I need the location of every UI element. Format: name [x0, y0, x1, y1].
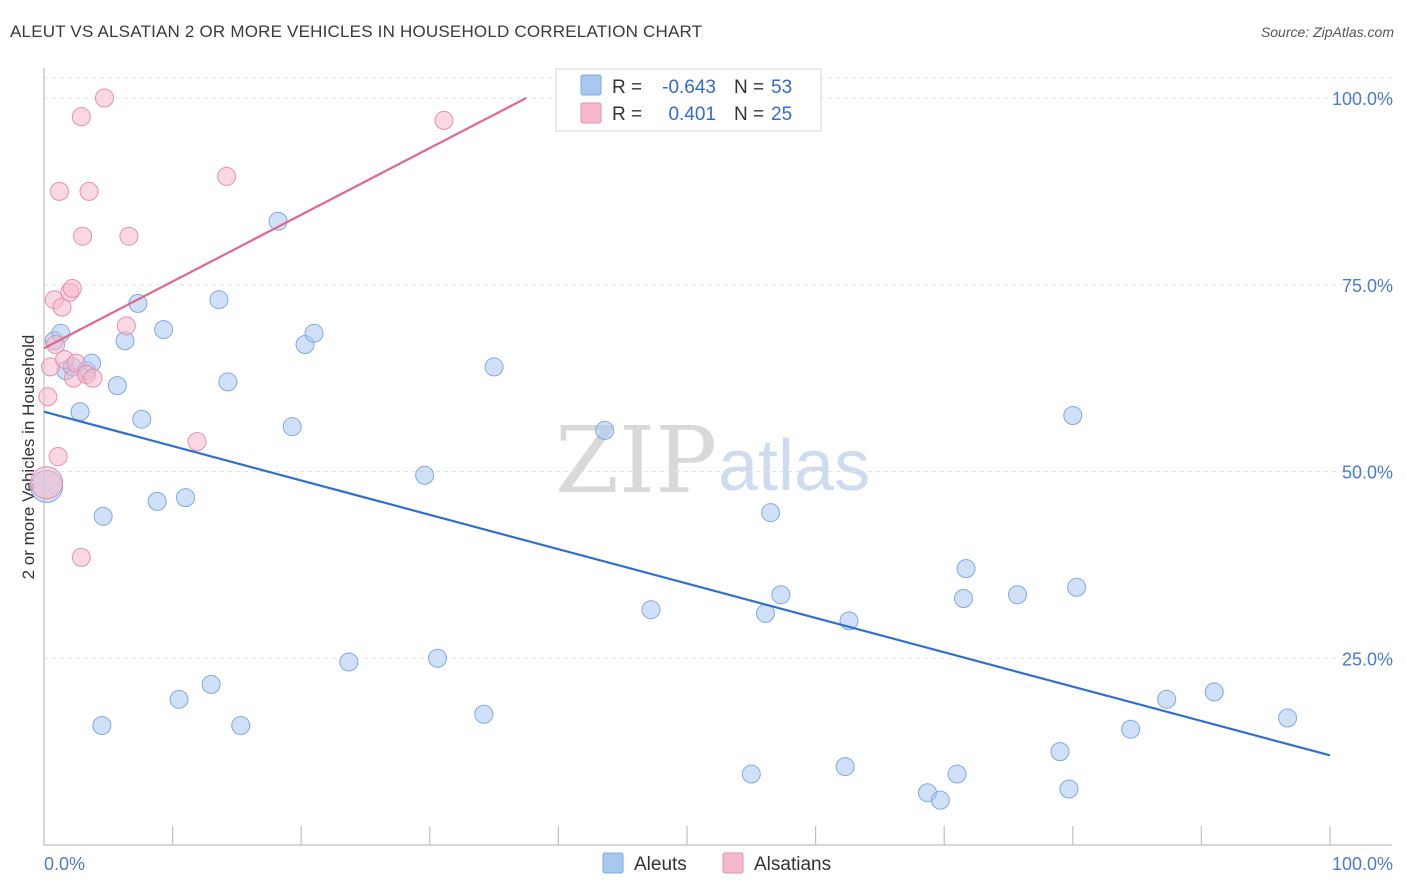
aleuts-point — [415, 465, 435, 485]
aleuts-point — [641, 600, 661, 620]
aleuts-point — [147, 491, 167, 511]
alsatians-point — [79, 181, 99, 201]
alsatians-point — [52, 297, 72, 317]
alsatians-point — [62, 278, 82, 298]
aleuts-point — [107, 376, 127, 396]
x-axis-ticks — [43, 826, 1331, 845]
aleuts-point — [930, 790, 950, 810]
y-tick-label: 25.0% — [1342, 649, 1393, 669]
legend-alsatians-swatch — [722, 852, 744, 874]
aleuts-n-value: 53 — [771, 77, 792, 98]
aleuts-swatch — [580, 74, 602, 96]
alsatians-r-value: 0.401 — [668, 104, 716, 125]
alsatians-point — [434, 110, 454, 130]
source-label: Source: ZipAtlas.com — [1260, 24, 1394, 40]
alsatians-point — [49, 181, 69, 201]
aleuts-point — [741, 764, 761, 784]
aleuts-r-value: -0.643 — [662, 77, 716, 98]
alsatians-point — [71, 547, 91, 567]
aleuts-point — [1278, 708, 1298, 728]
alsatians-r-label: R = — [612, 104, 642, 125]
y-tick-label: 100.0% — [1332, 89, 1393, 109]
alsatians-trend-line — [43, 97, 527, 350]
aleuts-point — [835, 757, 855, 777]
alsatians-point — [38, 387, 58, 407]
chart-title: ALEUT VS ALSATIAN 2 OR MORE VEHICLES IN … — [10, 22, 703, 41]
aleuts-point — [169, 689, 189, 709]
aleuts-point — [92, 715, 112, 735]
aleuts-point — [953, 588, 973, 608]
watermark-zip: ZIP — [555, 407, 717, 514]
aleuts-point — [1157, 689, 1177, 709]
aleuts-point — [339, 652, 359, 672]
aleuts-point — [231, 715, 251, 735]
aleuts-point — [1204, 682, 1224, 702]
alsatians-swatch — [580, 102, 602, 124]
alsatians-point — [119, 226, 139, 246]
legend-aleuts-swatch — [602, 852, 624, 874]
y-tick-label: 75.0% — [1342, 276, 1393, 296]
aleuts-point — [1008, 585, 1028, 605]
aleuts-point — [218, 372, 238, 392]
aleuts-point — [947, 764, 967, 784]
stats-legend: R = -0.643 N = 53 R = 0.401 N = 25 — [555, 68, 822, 132]
aleuts-point — [132, 409, 152, 429]
alsatians-point — [217, 166, 237, 186]
aleuts-trend-line — [43, 410, 1331, 757]
legend-aleuts-label: Aleuts — [634, 854, 687, 875]
aleuts-point — [1050, 742, 1070, 762]
gridlines — [44, 77, 1392, 659]
aleuts-point — [154, 320, 174, 340]
bottom-legend: Aleuts Alsatians — [602, 852, 831, 875]
aleuts-point — [1059, 779, 1079, 799]
aleuts-point — [70, 402, 90, 422]
y-tick-label: 50.0% — [1342, 463, 1393, 483]
y-tick-labels: 25.0% 50.0% 75.0% 100.0% — [1332, 89, 1393, 669]
aleuts-point — [771, 585, 791, 605]
aleuts-point — [484, 357, 504, 377]
aleuts-point — [282, 417, 302, 437]
alsatians-point — [116, 316, 136, 336]
aleuts-point — [93, 506, 113, 526]
y-axis-title: 2 or more Vehicles in Household — [19, 335, 38, 580]
alsatians-point — [48, 447, 68, 467]
aleuts-point — [209, 290, 229, 310]
trend-lines — [43, 97, 1331, 757]
alsatians-point — [83, 368, 103, 388]
aleuts-point — [761, 503, 781, 523]
alsatians-n-value: 25 — [771, 104, 792, 125]
aleuts-n-label: N = — [734, 77, 764, 98]
aleuts-point — [956, 559, 976, 579]
alsatians-n-label: N = — [734, 104, 764, 125]
aleuts-point — [474, 704, 494, 724]
aleuts-point — [1121, 719, 1141, 739]
alsatians-point — [71, 107, 91, 127]
aleuts-point — [595, 420, 615, 440]
alsatians-point — [73, 226, 93, 246]
x-tick-label-min: 0.0% — [44, 854, 85, 874]
legend-alsatians-label: Alsatians — [754, 854, 831, 875]
aleuts-point — [175, 488, 195, 508]
x-tick-label-max: 100.0% — [1332, 854, 1393, 874]
aleuts-point — [304, 323, 324, 343]
watermark-atlas: atlas — [718, 426, 870, 506]
alsatians-point — [94, 88, 114, 108]
watermark: ZIP atlas — [555, 407, 870, 514]
aleuts-point — [1063, 405, 1083, 425]
alsatians-point — [187, 432, 207, 452]
aleuts-r-label: R = — [612, 77, 642, 98]
aleuts-point — [1067, 577, 1087, 597]
aleuts-point — [428, 648, 448, 668]
data-points — [30, 88, 1298, 810]
alsatians-point — [30, 466, 64, 500]
aleuts-point — [201, 674, 221, 694]
